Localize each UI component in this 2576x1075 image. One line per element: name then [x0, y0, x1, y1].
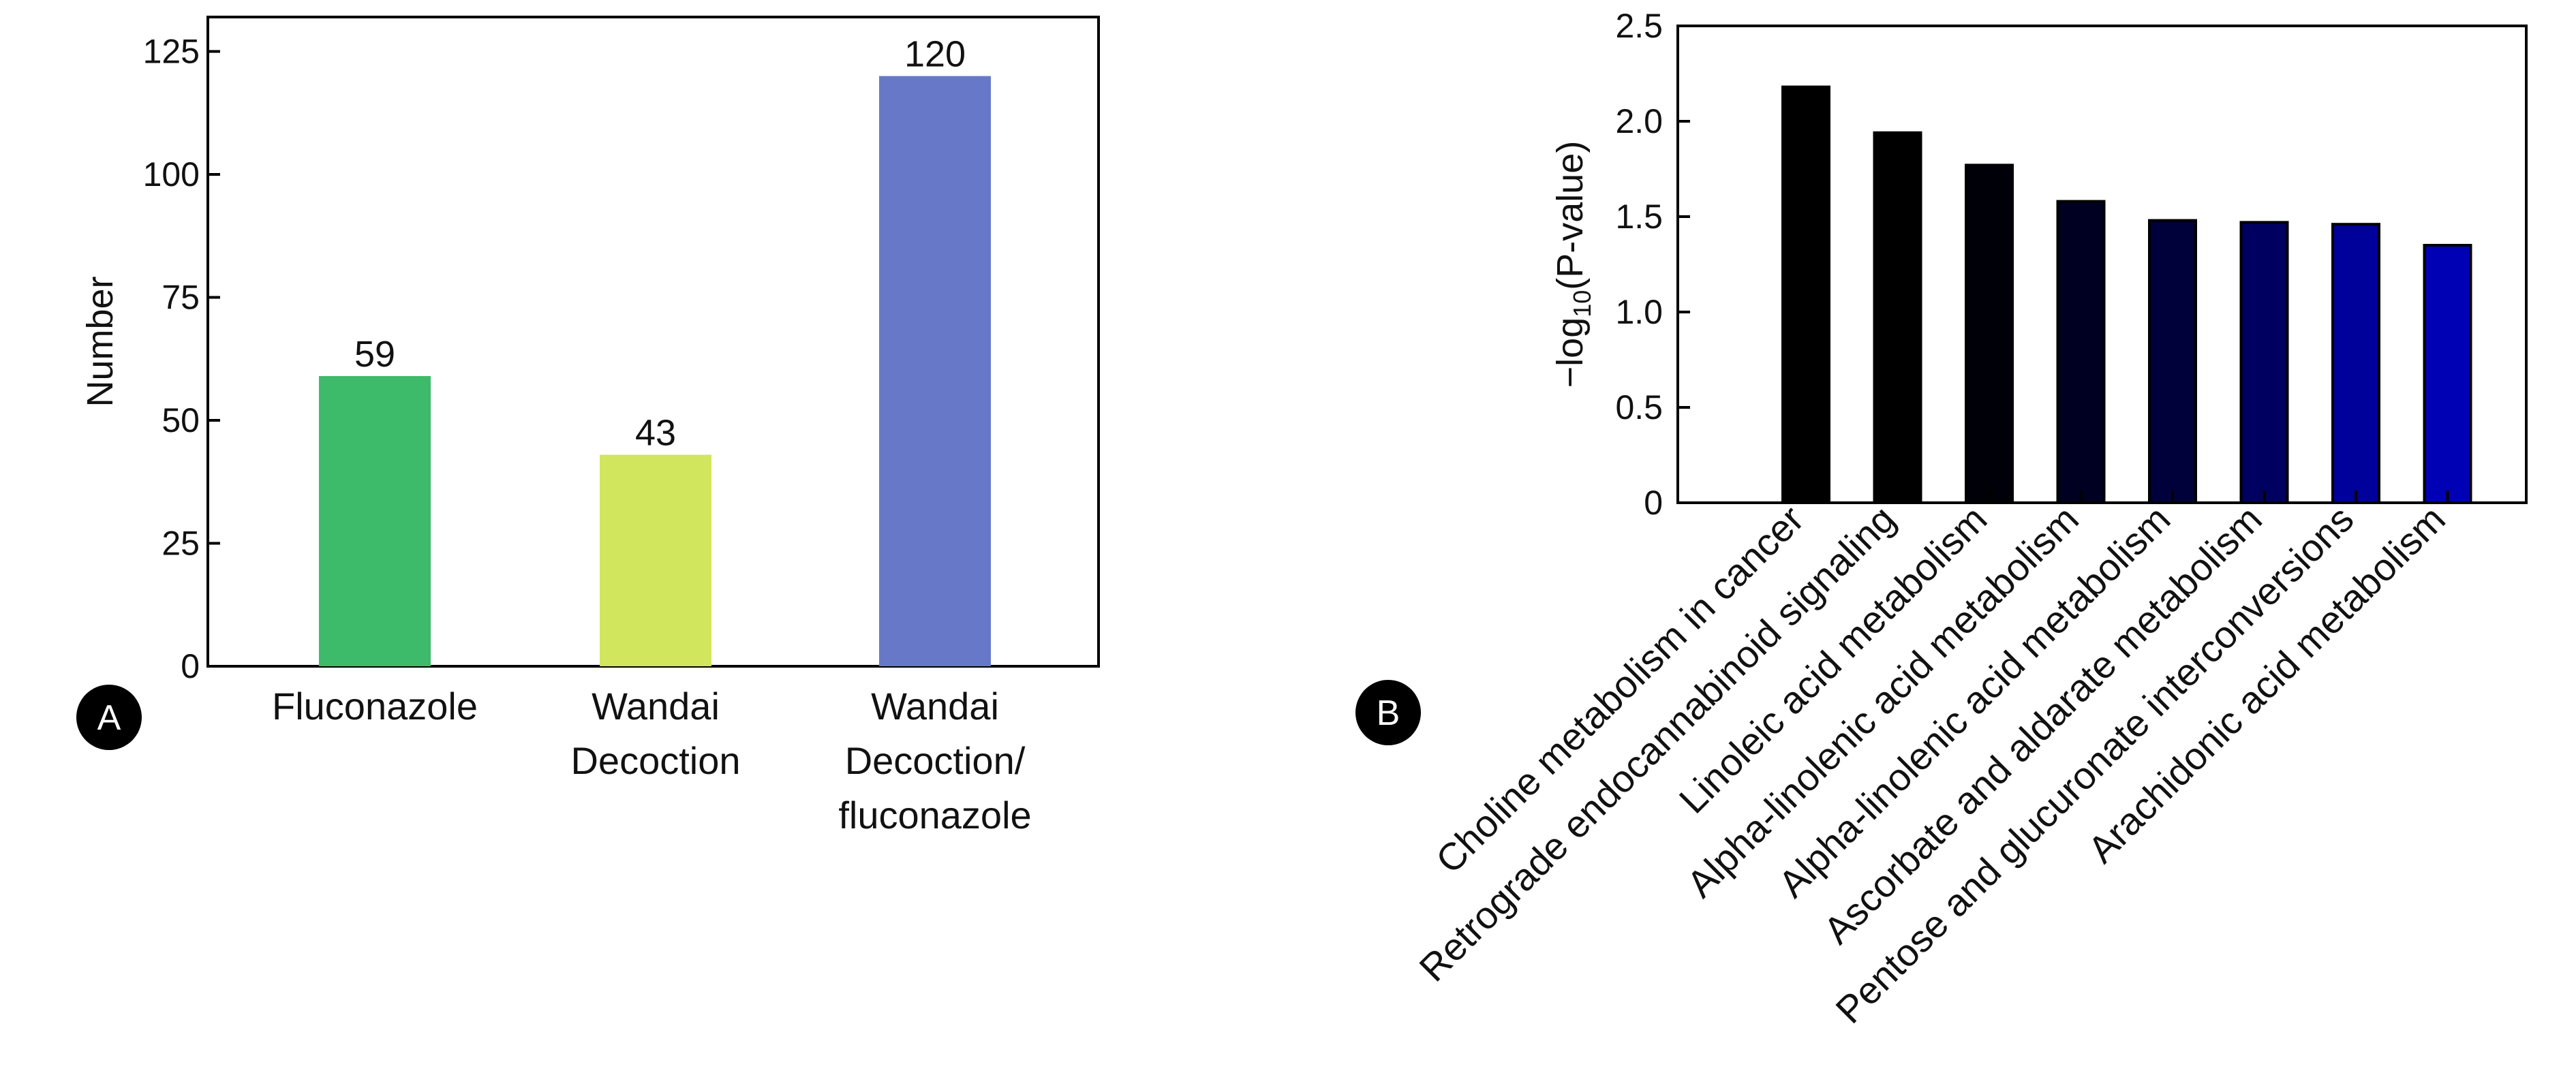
chart-a-xtick-label: Wandai — [592, 685, 720, 728]
chart-b-bar — [1873, 131, 1922, 505]
chart-a-xtick-label: Wandai — [871, 685, 999, 728]
chart-a-xtick-label: Fluconazole — [272, 685, 478, 728]
chart-a-xtick-label: Decoction/ — [845, 739, 1026, 782]
chart-a-ytick-label: 75 — [162, 279, 200, 317]
chart-b-ytick-label: 2.5 — [1615, 7, 1663, 45]
chart-a-ylabel: Number — [80, 276, 121, 407]
chart-b-ytick-label: 1.5 — [1615, 198, 1663, 236]
chart-b-bar — [2239, 221, 2289, 504]
chart-b-bar — [2423, 244, 2472, 504]
chart-a-bar — [600, 454, 711, 666]
chart-b-ytick-label: 0.5 — [1615, 388, 1663, 426]
chart-a-bar — [879, 76, 991, 667]
chart-a-xtick-label: Decoction — [570, 739, 740, 782]
panel-badge-a: A — [76, 685, 142, 750]
chart-b-bar — [2056, 200, 2106, 504]
chart-b-ytick-label: 0 — [1644, 484, 1663, 522]
chart-a-value-label: 43 — [635, 413, 676, 454]
chart-a-bar — [319, 376, 431, 666]
panel-badge-a-circle — [76, 685, 142, 750]
chart-b-bar — [1965, 163, 2014, 504]
chart-b: 00.51.01.52.02.5−log10(P-value)Choline m… — [1411, 7, 2528, 1031]
chart-a: 0 25 50 75 100 125 Number 59 Fluconazole 43 Wandai… — [80, 16, 1100, 837]
chart-a-ytick-label: 0 — [181, 647, 200, 685]
chart-b-bar — [2148, 219, 2197, 504]
chart-b-bar — [2331, 223, 2380, 504]
chart-a-xtick-label: fluconazole — [838, 794, 1031, 837]
chart-a-value-label: 59 — [354, 334, 395, 375]
panel-label-b: B — [1377, 694, 1400, 733]
chart-b-ytick-label: 2.0 — [1615, 102, 1663, 140]
chart-a-ytick-label: 125 — [143, 33, 200, 71]
chart-a-ytick-label: 100 — [143, 155, 200, 193]
chart-a-value-label: 120 — [904, 34, 966, 75]
chart-a-ytick-label: 25 — [162, 525, 200, 563]
chart-b-bar — [1781, 85, 1830, 505]
chart-a-ytick-label: 50 — [162, 401, 200, 439]
chart-b-ytick-label: 1.0 — [1615, 293, 1663, 331]
panel-badge-b: B — [1355, 680, 1421, 745]
panel-badge-b-circle — [1355, 680, 1421, 745]
chart-b-ylabel: −log10(P-value) — [1550, 141, 1596, 388]
panel-label-a: A — [97, 698, 121, 738]
